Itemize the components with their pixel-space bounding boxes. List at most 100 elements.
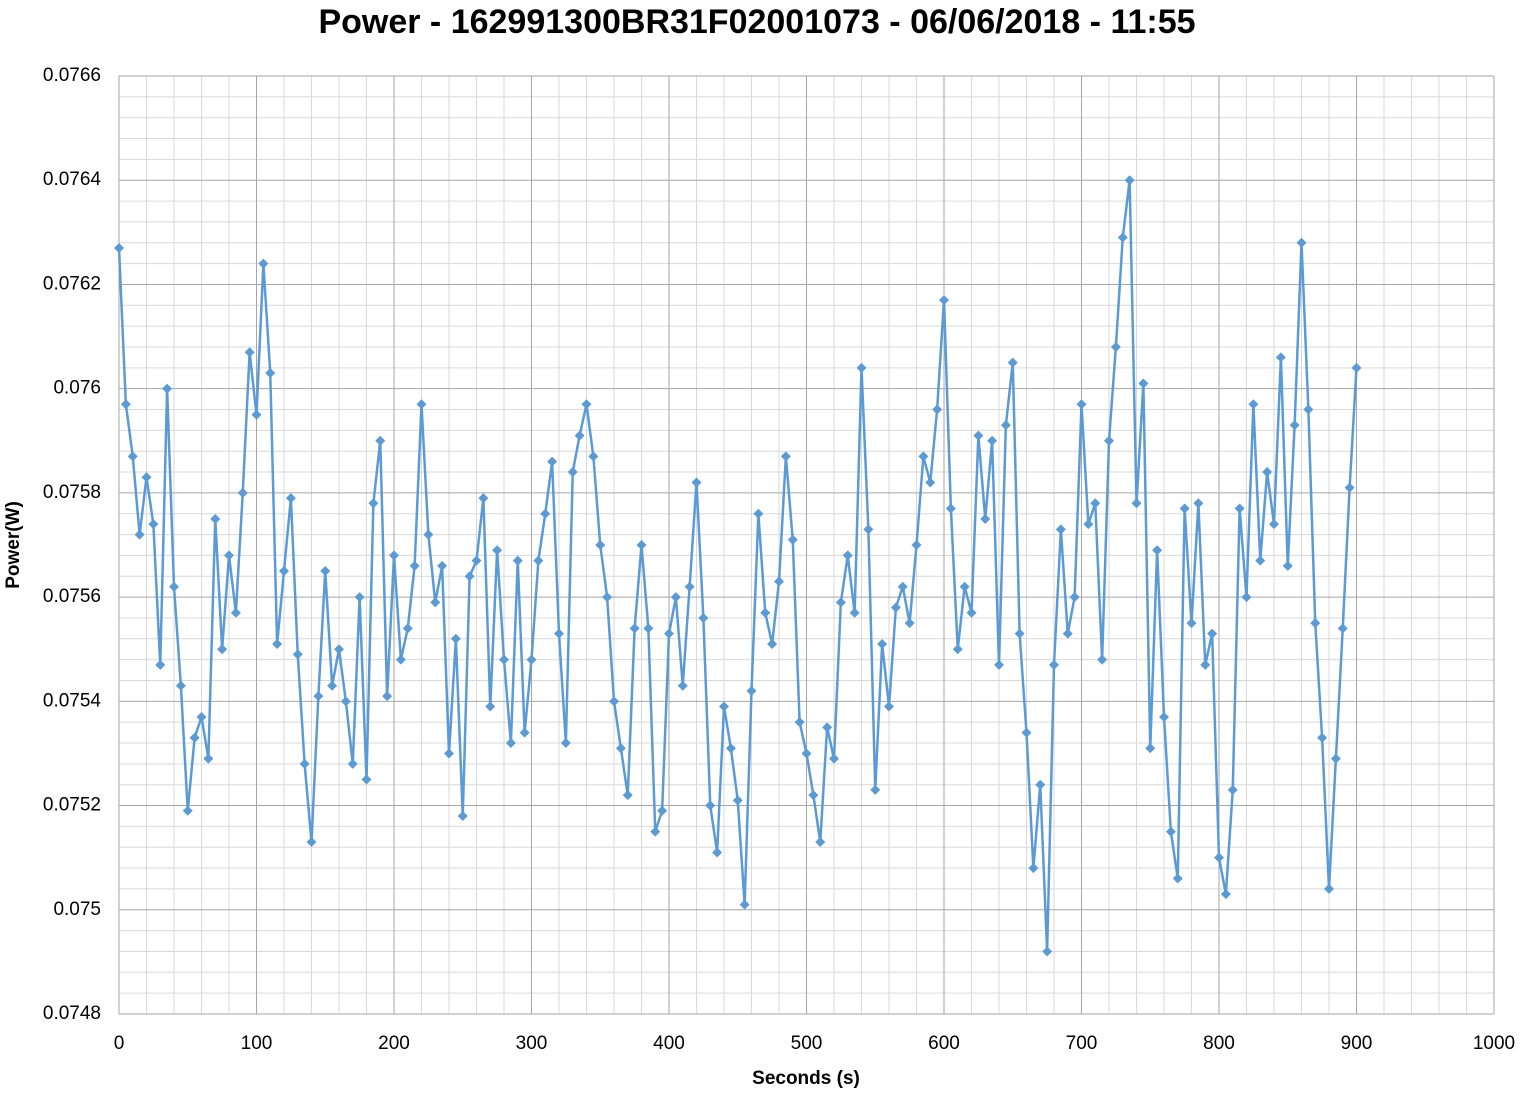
data-marker [753,508,764,519]
data-marker [203,753,214,764]
data-marker [1310,618,1321,629]
data-marker [237,487,248,498]
data-marker [684,581,695,592]
data-marker [389,550,399,561]
data-marker [719,701,729,712]
y-tick-label: 0.0758 [43,482,101,503]
data-marker [409,560,420,571]
y-tick-label: 0.0762 [43,273,101,294]
data-marker [787,534,798,545]
data-marker [602,592,613,603]
data-marker [1069,592,1080,603]
data-marker [1165,826,1176,837]
data-marker [560,738,571,749]
data-marker [794,717,805,728]
data-marker [973,430,984,441]
x-tick-label: 900 [1341,1033,1373,1054]
data-marker [615,743,626,754]
data-marker [932,404,943,415]
data-marker [1042,946,1053,957]
data-marker [1303,404,1314,415]
data-marker [457,810,468,821]
data-marker [485,701,496,712]
data-marker [918,451,929,462]
data-marker [464,571,475,582]
data-marker [780,451,791,462]
data-marker [732,795,743,806]
data-marker [746,685,757,696]
data-marker [1076,399,1087,410]
data-marker [402,623,413,634]
data-marker [162,383,173,394]
data-marker [774,576,784,587]
data-marker [354,592,365,603]
data-marker [320,566,331,577]
data-marker [244,347,255,358]
y-tick-label: 0.075 [53,899,101,920]
data-marker [698,612,709,623]
data-marker [327,680,338,691]
data-marker [217,644,228,655]
y-tick-label: 0.0764 [43,169,102,190]
data-marker [739,899,750,910]
data-marker [540,508,551,519]
data-marker [1255,555,1266,566]
data-marker [1049,659,1059,670]
data-marker [952,644,963,655]
data-marker [478,493,489,504]
data-marker [1186,618,1197,629]
data-marker [1090,498,1101,509]
chart-title: Power - 162991300BR31F02001073 - 06/06/2… [318,3,1195,41]
data-marker [1351,362,1362,373]
data-marker [134,529,145,540]
data-marker [959,581,970,592]
data-marker [670,592,681,603]
data-marker [175,680,186,691]
data-marker [574,430,585,441]
data-marker [1159,711,1169,722]
data-marker [1172,873,1183,884]
data-marker [471,555,482,566]
data-marker [966,607,977,618]
data-marker [842,550,853,561]
x-tick-label: 600 [928,1033,960,1054]
y-axis-title: Power(W) [3,501,24,589]
data-marker [505,738,516,749]
data-marker [911,540,922,550]
data-marker [1200,659,1211,670]
data-marker [939,295,949,306]
data-marker [622,790,633,801]
data-marker [526,654,537,665]
data-marker [347,758,358,769]
data-marker [1317,732,1328,743]
data-marker [1282,560,1293,571]
data-marker [1014,628,1025,639]
data-marker [870,784,881,795]
data-marker [1021,727,1032,738]
data-marker [609,696,619,707]
data-marker [416,399,427,410]
data-marker [1214,852,1224,863]
data-marker [340,696,351,707]
data-marker [395,654,406,665]
data-marker [567,467,578,478]
data-marker [1344,482,1355,493]
data-marker [1062,628,1073,639]
data-marker [519,727,530,738]
data-marker [1138,378,1149,389]
data-marker [691,477,702,488]
data-marker [1035,779,1046,790]
data-marker [664,628,674,639]
data-marker [980,513,991,524]
data-marker [375,435,386,446]
y-tick-label: 0.0748 [43,1003,101,1024]
x-tick-label: 200 [378,1033,410,1054]
data-marker [127,451,138,462]
data-marker [835,597,846,608]
data-marker [114,242,124,253]
data-marker [224,550,234,561]
data-marker [1007,357,1018,368]
data-marker [1117,232,1128,243]
data-marker [994,659,1004,670]
